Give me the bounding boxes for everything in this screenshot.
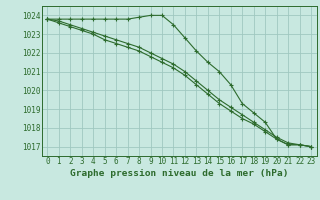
X-axis label: Graphe pression niveau de la mer (hPa): Graphe pression niveau de la mer (hPa) [70, 169, 288, 178]
